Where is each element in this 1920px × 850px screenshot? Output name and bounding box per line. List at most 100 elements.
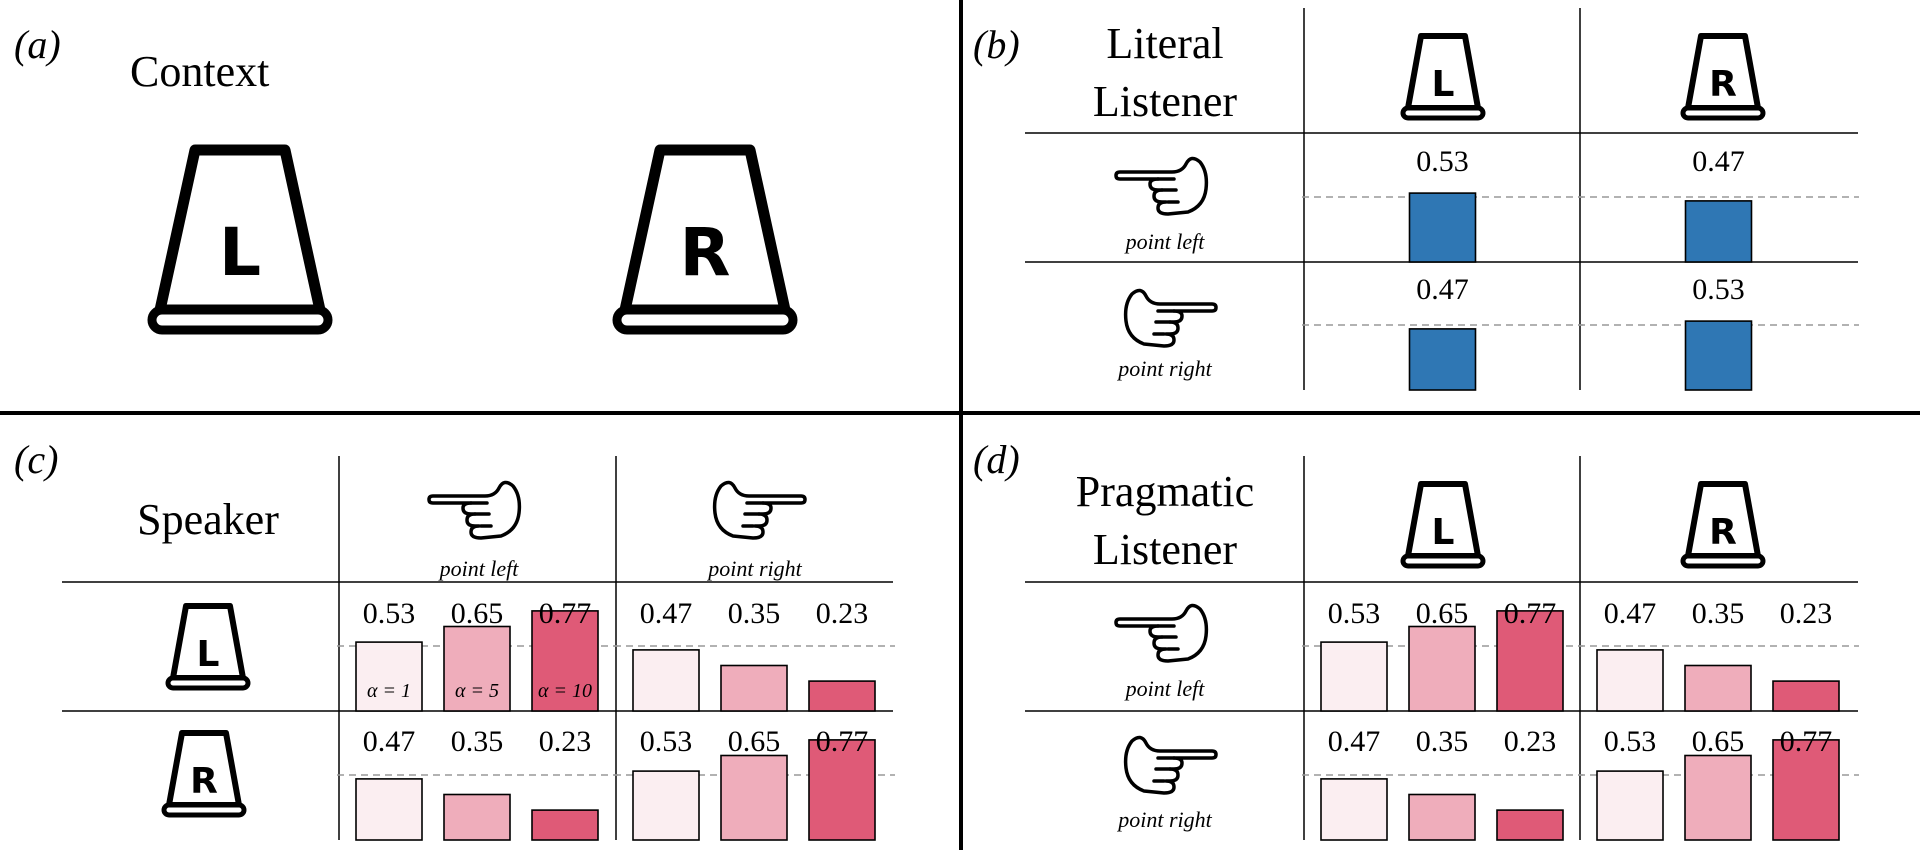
row-hand-left-icon [1114,156,1209,216]
cup-right-icon: R [617,150,793,330]
svg-text:L: L [219,214,261,291]
bar-value-label: 0.23 [816,597,869,630]
panel-d-title-line1: Pragmatic [1076,467,1254,516]
bar-value-label: 0.47 [1604,597,1657,630]
bar [1496,809,1564,841]
bar [1320,641,1388,712]
bar-value-label: 0.53 [640,725,693,758]
column-hand-left-icon [427,480,522,540]
svg-text:L: L [1432,512,1455,553]
svg-text:R: R [1709,512,1737,553]
bar [1320,778,1388,841]
bar [808,680,876,712]
row-cup-right-icon: R [164,733,244,815]
bar [1684,200,1753,263]
panel-c-label: (c) [14,437,58,482]
panel-context: (a) Context L R [14,22,793,330]
bar-value-label: 0.65 [728,725,781,758]
bar [632,770,700,841]
row-caption-point-right: point right [1116,807,1212,832]
bar-value-label: 0.47 [1692,145,1745,178]
panel-d-label: (d) [973,437,1020,482]
row-caption-point-left: point left [1124,229,1206,254]
bar [1596,649,1664,712]
panel-b-title-line2: Listener [1093,77,1238,126]
bar [632,649,700,712]
bar [808,739,876,841]
bar [720,754,788,841]
bar-value-label: 0.77 [816,725,869,758]
bar [355,641,423,712]
bar [1408,328,1477,391]
bar-value-label: 0.77 [1780,725,1833,758]
bar-value-label: 0.23 [1780,597,1833,630]
column-caption-point-right: point right [706,556,802,581]
bar-value-label: 0.65 [451,597,504,630]
row-caption-point-left: point left [1124,676,1206,701]
bar [1772,680,1840,712]
panel-speaker: (c) Speaker point left point right L R 0… [14,437,895,841]
bar [1408,793,1476,841]
bar [531,809,599,841]
svg-text:L: L [1432,64,1455,105]
bar [720,664,788,712]
panel-d-title-line2: Listener [1093,525,1238,574]
bar [1596,770,1664,841]
bar [531,610,599,712]
panel-literal-listener: (b) Literal Listener L R point left poin… [973,8,1859,391]
svg-text:R: R [190,761,218,802]
cup-left-icon: L [152,150,328,330]
bar-value-label: 0.47 [363,725,416,758]
bar-value-label: 0.35 [451,725,504,758]
bar-value-label: 0.53 [1692,273,1745,306]
panel-b-title-line1: Literal [1106,19,1223,68]
column-caption-point-left: point left [438,556,520,581]
alpha-label: α = 5 [455,680,499,702]
bar [355,778,423,841]
column-cup-right-icon: R [1683,36,1763,118]
bar-value-label: 0.65 [1416,597,1469,630]
bar-value-label: 0.23 [1504,725,1557,758]
alpha-label: α = 10 [538,680,592,702]
panel-b-label: (b) [973,22,1020,67]
column-cup-right-icon: R [1683,484,1763,566]
bar-value-label: 0.65 [1692,725,1745,758]
bar-value-label: 0.77 [1504,597,1557,630]
literal-listener-bars: 0.53 0.47 0.47 0.53 [1302,145,1859,391]
bar [1496,610,1564,712]
row-caption-point-right: point right [1116,356,1212,381]
bar [1408,625,1476,712]
bar [1684,320,1753,391]
column-cup-left-icon: L [1403,484,1483,566]
bar-value-label: 0.35 [728,597,781,630]
bar [1772,739,1840,841]
bar-value-label: 0.47 [640,597,693,630]
bar-value-label: 0.47 [1328,725,1381,758]
row-hand-right-icon [1126,290,1216,346]
bar-value-label: 0.53 [1328,597,1381,630]
column-cup-left-icon: L [1403,36,1483,118]
panel-a-title: Context [130,47,269,96]
bar-value-label: 0.23 [539,725,592,758]
bar-value-label: 0.35 [1416,725,1469,758]
row-hand-left-icon [1114,603,1209,663]
panel-a-label: (a) [14,22,61,67]
svg-text:L: L [197,634,220,675]
bar-value-label: 0.77 [539,597,592,630]
bar-value-label: 0.53 [1604,725,1657,758]
bar-value-label: 0.53 [363,597,416,630]
speaker-bars: 0.53 α = 1 0.65 α = 5 0.77 α = 10 0.47 0.35 0.23… [337,597,895,841]
row-cup-left-icon: L [168,606,248,688]
bar-value-label: 0.53 [1416,145,1469,178]
alpha-label: α = 1 [367,680,411,702]
panel-c-title: Speaker [137,495,279,544]
bar-value-label: 0.35 [1692,597,1745,630]
bar [1408,192,1477,263]
svg-text:R: R [680,214,731,291]
panel-pragmatic-listener: (d) Pragmatic Listener L R point left po… [973,437,1859,841]
row-hand-right-icon [1126,737,1216,793]
pragmatic-listener-bars: 0.53 0.65 0.77 0.47 0.35 0.23 0.47 0.35 0.23 0.53… [1302,597,1859,841]
column-hand-right-icon [715,482,805,538]
